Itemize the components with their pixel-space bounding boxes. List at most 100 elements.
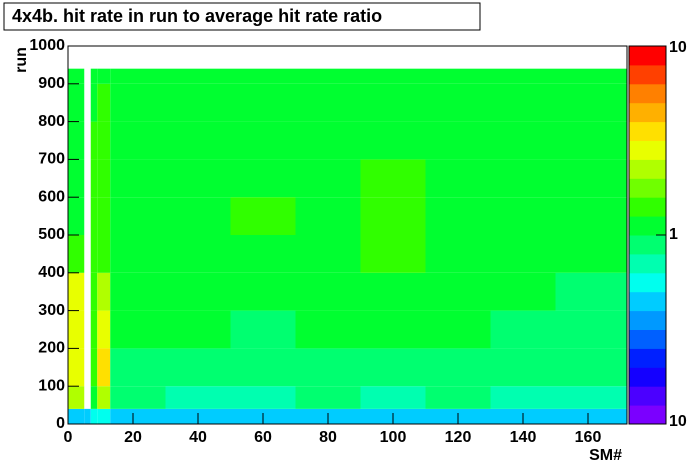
heatmap-cell bbox=[295, 310, 361, 349]
heatmap-cell bbox=[490, 310, 556, 349]
heatmap-cell bbox=[295, 159, 361, 198]
heatmap-cell bbox=[425, 272, 491, 311]
heatmap-cell bbox=[90, 348, 98, 387]
heatmap-cell bbox=[295, 272, 361, 311]
heatmap-cell bbox=[295, 348, 361, 387]
y-tick-label: 900 bbox=[38, 75, 65, 92]
heatmap-cell bbox=[295, 68, 361, 84]
palette-swatch bbox=[629, 178, 666, 198]
heatmap-cell bbox=[68, 121, 85, 160]
heatmap-cell bbox=[295, 235, 361, 273]
palette-swatch bbox=[629, 121, 666, 141]
y-tick-label: 400 bbox=[38, 264, 65, 281]
heatmap-cell bbox=[97, 68, 111, 84]
heatmap-cell bbox=[555, 159, 627, 198]
heatmap-cell bbox=[555, 68, 627, 84]
heatmap-cell bbox=[90, 159, 98, 198]
z-tick-label: 10 bbox=[669, 39, 687, 56]
heatmap-cell bbox=[230, 68, 296, 84]
heatmap-cell bbox=[295, 83, 361, 122]
heatmap-cell bbox=[230, 121, 296, 160]
y-tick-label: 100 bbox=[38, 377, 65, 394]
palette-swatch bbox=[629, 64, 666, 85]
heatmap-cell bbox=[360, 68, 426, 84]
heatmap-cell bbox=[425, 348, 491, 387]
heatmap-cell bbox=[230, 386, 296, 409]
palette-swatch bbox=[629, 272, 666, 293]
x-tick-label: 160 bbox=[575, 429, 602, 446]
y-tick-label: 1000 bbox=[29, 37, 65, 54]
heatmap-cell bbox=[165, 348, 231, 387]
x-tick-label: 120 bbox=[445, 429, 472, 446]
heatmap-cell bbox=[165, 159, 231, 198]
heatmap-cell bbox=[555, 386, 627, 409]
heatmap-cell bbox=[110, 310, 166, 349]
heatmap-cell bbox=[97, 235, 111, 273]
palette-swatch bbox=[629, 235, 666, 255]
y-tick-label: 800 bbox=[38, 113, 65, 130]
heatmap-cell bbox=[97, 121, 111, 160]
x-tick-label: 40 bbox=[189, 429, 207, 446]
heatmap-cell bbox=[425, 121, 491, 160]
heatmap-cell bbox=[68, 348, 85, 387]
z-tick-label: 10 bbox=[669, 413, 687, 430]
heatmap-cell bbox=[68, 159, 85, 198]
heatmap-cell bbox=[68, 197, 85, 235]
heatmap-cell bbox=[68, 386, 85, 409]
heatmap-cell bbox=[68, 272, 85, 311]
heatmap-cell bbox=[360, 348, 426, 387]
heatmap-cell bbox=[490, 235, 556, 273]
heatmap-cell bbox=[490, 121, 556, 160]
heatmap-cell bbox=[425, 235, 491, 273]
heatmap-cell bbox=[110, 235, 166, 273]
palette-swatch bbox=[629, 291, 666, 312]
chart-title: 4x4b. hit rate in run to average hit rat… bbox=[12, 6, 382, 26]
heatmap-cell bbox=[490, 83, 556, 122]
heatmap-cell bbox=[90, 68, 98, 84]
palette-swatch bbox=[629, 197, 666, 217]
heatmap-cell bbox=[490, 386, 556, 409]
heatmap-cell bbox=[295, 121, 361, 160]
heatmap-cell bbox=[97, 348, 111, 387]
x-tick-label: 0 bbox=[64, 429, 73, 446]
heatmap-cell bbox=[295, 386, 361, 409]
palette-swatch bbox=[629, 253, 666, 274]
heatmap-cell bbox=[165, 272, 231, 311]
heatmap-cell bbox=[68, 68, 85, 84]
heatmap-cell bbox=[360, 197, 426, 235]
y-axis-label: run bbox=[13, 47, 30, 73]
x-axis-label: SM# bbox=[589, 447, 622, 464]
heatmap-cell bbox=[90, 121, 98, 160]
heatmap-cell bbox=[90, 197, 98, 235]
palette-swatch bbox=[629, 102, 666, 123]
x-tick-label: 100 bbox=[380, 429, 407, 446]
heatmap-cell bbox=[90, 386, 98, 409]
heatmap-cell bbox=[360, 310, 426, 349]
heatmap-cell bbox=[360, 272, 426, 311]
heatmap-cell bbox=[555, 408, 627, 424]
heatmap-cell bbox=[555, 83, 627, 122]
heatmap-cell bbox=[360, 83, 426, 122]
heatmap-cell bbox=[425, 197, 491, 235]
palette-swatch bbox=[629, 348, 666, 368]
heatmap-cell bbox=[110, 159, 166, 198]
heatmap-cell bbox=[425, 83, 491, 122]
palette-swatch bbox=[629, 83, 666, 104]
heatmap-cell bbox=[490, 197, 556, 235]
heatmap-cell bbox=[110, 121, 166, 160]
heatmap-cell bbox=[68, 235, 85, 273]
heatmap-cell bbox=[425, 159, 491, 198]
heatmap-cell bbox=[110, 83, 166, 122]
palette-swatch bbox=[629, 216, 666, 236]
heatmap-cell bbox=[97, 197, 111, 235]
heatmap-cell bbox=[90, 310, 98, 349]
heatmap-cell bbox=[165, 197, 231, 235]
heatmap-cell bbox=[360, 121, 426, 160]
x-tick-label: 20 bbox=[124, 429, 142, 446]
heatmap-cell bbox=[555, 121, 627, 160]
palette-swatch bbox=[629, 405, 666, 425]
heatmap-cell bbox=[110, 272, 166, 311]
heatmap-cell bbox=[84, 408, 91, 424]
palette-swatch bbox=[629, 159, 666, 179]
